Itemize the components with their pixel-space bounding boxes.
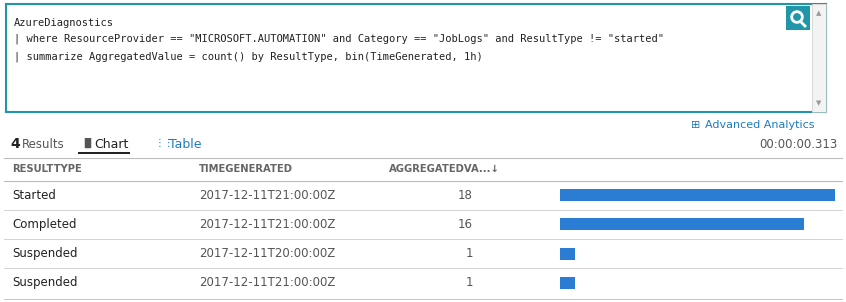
- Text: 2017-12-11T21:00:00Z: 2017-12-11T21:00:00Z: [199, 276, 335, 289]
- Text: ▐▌: ▐▌: [80, 138, 95, 148]
- Text: AGGREGATEDVA...↓: AGGREGATEDVA...↓: [389, 164, 500, 174]
- Text: Started: Started: [12, 189, 56, 202]
- Text: Table: Table: [169, 137, 201, 150]
- Text: ⋮⋮: ⋮⋮: [155, 138, 174, 148]
- Text: | where ResourceProvider == "MICROSOFT.AUTOMATION" and Category == "JobLogs" and: | where ResourceProvider == "MICROSOFT.A…: [14, 34, 664, 44]
- Text: ▲: ▲: [816, 10, 821, 16]
- Text: 2017-12-11T21:00:00Z: 2017-12-11T21:00:00Z: [199, 218, 335, 231]
- Text: TIMEGENERATED: TIMEGENERATED: [199, 164, 293, 174]
- Text: 1: 1: [465, 276, 473, 289]
- Bar: [560, 277, 575, 288]
- Text: 4: 4: [10, 137, 19, 151]
- Bar: [560, 248, 575, 259]
- Text: Suspended: Suspended: [12, 247, 78, 260]
- Text: 18: 18: [459, 189, 473, 202]
- Text: 00:00:00.313: 00:00:00.313: [760, 137, 838, 150]
- Text: | summarize AggregatedValue = count() by ResultType, bin(TimeGenerated, 1h): | summarize AggregatedValue = count() by…: [14, 51, 483, 62]
- Text: 2017-12-11T20:00:00Z: 2017-12-11T20:00:00Z: [199, 247, 335, 260]
- Text: Chart: Chart: [94, 137, 129, 150]
- Text: Results: Results: [22, 137, 65, 150]
- Bar: [560, 219, 805, 230]
- Text: Suspended: Suspended: [12, 276, 78, 289]
- Text: AzureDiagnostics: AzureDiagnostics: [14, 18, 114, 28]
- Text: 2017-12-11T21:00:00Z: 2017-12-11T21:00:00Z: [199, 189, 335, 202]
- Text: 1: 1: [465, 247, 473, 260]
- Text: 16: 16: [458, 218, 473, 231]
- Text: Completed: Completed: [12, 218, 76, 231]
- Text: ⊞: ⊞: [691, 120, 704, 130]
- Bar: [560, 189, 835, 201]
- Text: RESULTTYPE: RESULTTYPE: [12, 164, 82, 174]
- Text: ▼: ▼: [816, 100, 821, 106]
- Text: Advanced Analytics: Advanced Analytics: [705, 120, 815, 130]
- Bar: [78, 152, 130, 154]
